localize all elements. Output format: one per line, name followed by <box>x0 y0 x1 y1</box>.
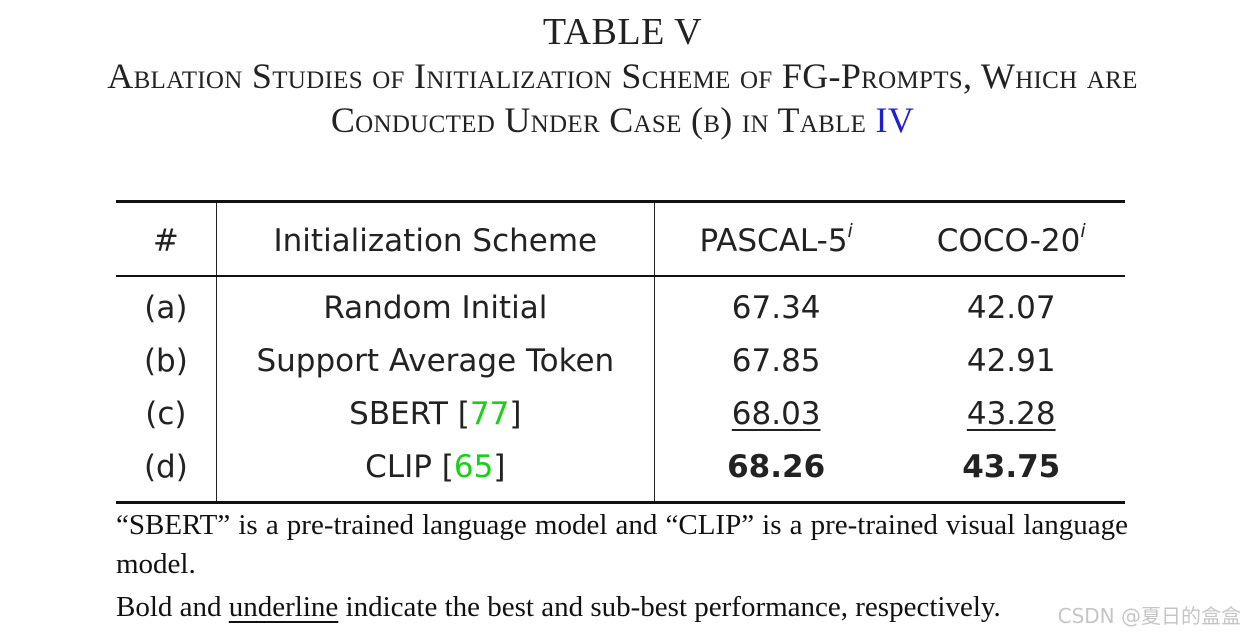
header-coco: COCO-20i <box>897 202 1125 277</box>
note-legend: Bold and underline indicate the best and… <box>116 588 1128 627</box>
sub-best-coco-value: 43.28 <box>966 395 1056 432</box>
note-legend-post: indicate the best and sub-best performan… <box>345 591 1001 623</box>
table-row: (b) Support Average Token 67.85 42.91 <box>116 334 1125 387</box>
table-notes: “SBERT” is a pre-trained language model … <box>116 506 1128 627</box>
note-models: “SBERT” is a pre-trained language model … <box>116 509 1128 580</box>
table-title-block: TABLE V Ablation Studies of Initializati… <box>0 10 1245 142</box>
header-coco-sup: i <box>1080 220 1086 242</box>
row-scheme-text: SBERT <box>349 395 448 432</box>
row-id: (b) <box>116 334 217 387</box>
row-pascal-value: 68.03 <box>654 387 897 440</box>
header-scheme: Initialization Scheme <box>216 201 655 276</box>
row-scheme: Support Average Token <box>216 334 655 387</box>
caption-line-1: Ablation Studies of Initialization Schem… <box>107 56 1138 96</box>
csdn-watermark: CSDN @夏日的盒盒 <box>1057 604 1241 628</box>
sub-best-pascal-value: 68.03 <box>731 395 821 432</box>
ablation-table-container: # Initialization Scheme PASCAL-5i COCO-2… <box>116 200 1125 504</box>
header-pascal-text: PASCAL-5 <box>699 223 848 259</box>
header-coco-text: COCO-20 <box>936 223 1081 259</box>
table-row: (c) SBERT [77] 68.03 43.28 <box>116 387 1125 440</box>
row-id: (a) <box>116 276 217 334</box>
best-coco-value: 43.75 <box>962 448 1061 485</box>
row-scheme: CLIP [65] <box>216 440 655 503</box>
row-coco-value: 43.28 <box>897 387 1125 440</box>
row-pascal-value: 67.85 <box>731 342 821 379</box>
citation-link[interactable]: 77 <box>469 395 510 432</box>
row-pascal-value: 67.34 <box>731 289 821 326</box>
header-pascal: PASCAL-5i <box>654 202 897 277</box>
row-id: (c) <box>116 387 217 440</box>
table-row: (d) CLIP [65] 68.26 43.75 <box>116 440 1125 503</box>
citation-link[interactable]: 65 <box>453 448 494 485</box>
ablation-table: # Initialization Scheme PASCAL-5i COCO-2… <box>116 200 1125 504</box>
row-scheme: SBERT [77] <box>216 387 655 440</box>
table-row: (a) Random Initial 67.34 42.07 <box>116 276 1125 334</box>
header-pascal-sup: i <box>847 220 853 242</box>
row-coco-value: 42.07 <box>966 289 1056 326</box>
table-reference-link[interactable]: IV <box>875 100 915 140</box>
row-scheme: Random Initial <box>216 276 655 334</box>
table-caption: Ablation Studies of Initialization Schem… <box>6 54 1239 142</box>
table-header-row: # Initialization Scheme PASCAL-5i COCO-2… <box>116 201 1125 277</box>
note-legend-underline: underline <box>228 591 339 623</box>
caption-line-2-text: Conducted Under Case (b) in Table <box>330 100 867 140</box>
caption-line-2: Conducted Under Case (b) in Table IV <box>6 98 1239 142</box>
best-pascal-value: 68.26 <box>727 448 826 485</box>
header-num: # <box>116 201 217 276</box>
row-scheme-text: CLIP <box>365 448 432 485</box>
row-id: (d) <box>116 440 217 503</box>
row-coco-value: 42.91 <box>966 342 1056 379</box>
table-number: TABLE V <box>542 11 703 53</box>
note-legend-pre: Bold and <box>116 591 222 623</box>
